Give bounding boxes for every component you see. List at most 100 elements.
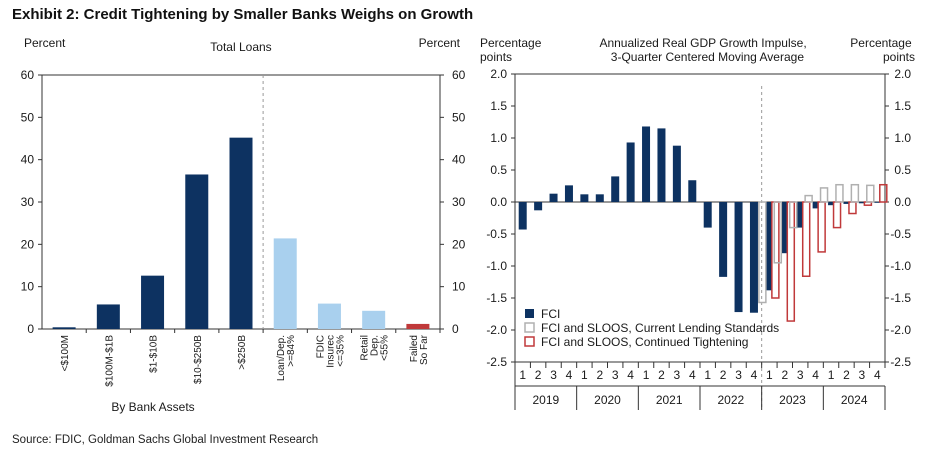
legend-label: FCI (541, 307, 560, 321)
right-ytick-label: -1.5 (486, 291, 507, 305)
fci-bar (688, 180, 697, 202)
left-xtick-label: Retail (360, 335, 371, 361)
left-xtick-label: Insurec (325, 335, 336, 368)
right-chart-title: Annualized Real GDP Growth Impulse, 3-Qu… (599, 36, 810, 64)
quarter-label: 2 (781, 368, 788, 382)
fci-bar (874, 202, 881, 203)
right-ytick-label: 2.0 (490, 67, 507, 81)
fci-bar (534, 202, 543, 211)
quarter-label: 3 (612, 368, 619, 382)
fci-bar (595, 194, 604, 202)
left-ytick-label: 20 (21, 237, 35, 251)
left-xtick-label: Dep. (370, 335, 381, 356)
quarter-label: 3 (550, 368, 557, 382)
right-ytick-label: 1.0 (490, 131, 507, 145)
fci-bar (611, 176, 620, 202)
sloos-current-bar (866, 184, 875, 203)
right-ylabel-left-line-1: Percentage (480, 36, 542, 50)
sloos-current-bar (850, 183, 860, 203)
year-label: 2022 (717, 393, 744, 407)
right-ytick-label: -1.0 (486, 259, 507, 273)
fci-bar (843, 202, 850, 204)
right-ytick-label-right: 0.0 (894, 195, 911, 209)
fci-bar (858, 202, 865, 204)
left-xtick-label: $1-$10B (149, 335, 160, 373)
sloos-tightening-bar (817, 201, 826, 253)
left-xtick-label: So Far (419, 334, 430, 365)
quarter-label: 2 (720, 368, 727, 382)
quarter-label: 3 (797, 368, 804, 382)
quarter-label: 2 (843, 368, 850, 382)
left-bar (317, 303, 341, 329)
left-bar (362, 310, 386, 329)
right-ylabel-right-line-2: points (883, 50, 915, 64)
fci-bar (626, 142, 635, 202)
fci-bar (518, 202, 527, 230)
fci-bar (564, 185, 573, 202)
left-ytick-label: 0 (27, 322, 34, 336)
sloos-current-bar (835, 183, 844, 203)
sloos-tightening-bar (801, 201, 811, 277)
right-title-line-2: 3-Quarter Centered Moving Average (611, 50, 805, 64)
quarter-label: 2 (658, 368, 665, 382)
fci-bar (828, 202, 835, 206)
sloos-current-bar (804, 194, 813, 203)
fci-bar (781, 202, 788, 254)
quarter-label: 4 (751, 368, 758, 382)
left-xtick-label: >$250B (237, 335, 248, 370)
sloos-tightening-bar (786, 201, 796, 322)
quarter-label: 3 (735, 368, 742, 382)
left-bar (96, 304, 120, 329)
legend-label: FCI and SLOOS, Current Lending Standards (541, 321, 779, 335)
left-bar (406, 323, 430, 329)
quarter-label: 1 (643, 368, 650, 382)
left-ylabel-left: Percent (24, 36, 66, 50)
left-xtick-label: $10-$250B (193, 335, 204, 384)
left-ytick-label-right: 60 (452, 68, 466, 82)
fci-bar (549, 193, 558, 202)
left-ytick-label-right: 10 (452, 280, 466, 294)
left-xtick-label: Failed (409, 335, 420, 362)
quarter-label: 3 (674, 368, 681, 382)
left-bar (229, 137, 253, 329)
left-chart-title: Total Loans (210, 40, 271, 54)
year-label: 2024 (841, 393, 868, 407)
left-ytick-label: 40 (21, 153, 35, 167)
left-ytick-label: 50 (21, 110, 35, 124)
left-xtick-label: >=84% (286, 335, 297, 367)
right-ytick-label-right: 0.5 (894, 163, 911, 177)
fci-bar (657, 128, 666, 202)
quarter-label: 4 (874, 368, 881, 382)
left-ytick-label-right: 40 (452, 153, 466, 167)
quarter-label: 1 (519, 368, 526, 382)
exhibit-title: Exhibit 2: Credit Tightening by Smaller … (12, 6, 474, 23)
left-ytick-label-right: 50 (452, 110, 466, 124)
left-bar (185, 174, 209, 329)
sloos-tightening-bar (832, 201, 842, 229)
quarter-label: 1 (704, 368, 711, 382)
right-title-line-1: Annualized Real GDP Growth Impulse, (599, 36, 806, 50)
sloos-current-bar (773, 201, 783, 264)
quarter-label: 4 (812, 368, 819, 382)
quarter-label: 2 (596, 368, 603, 382)
right-chart: -2.5 -2.5 -2.0 -2.0 -1.5 -1.5 -1.0 -1.0 -0.5 -0.5… (486, 67, 911, 410)
left-ytick-label: 60 (21, 68, 35, 82)
left-chart: 0 0 10 10 20 20 30 30 40 40 50 50 60 60 <$100M $100M-$1… (21, 68, 466, 387)
fci-bar (642, 126, 651, 202)
right-ytick-label-right: -1.0 (890, 259, 911, 273)
sloos-current-bar (758, 201, 767, 304)
quarter-label: 1 (766, 368, 773, 382)
sloos-current-bar (819, 187, 829, 203)
left-xtick-label: <55% (380, 335, 391, 361)
legend-swatch (524, 322, 535, 333)
right-ytick-label-right: -1.5 (890, 291, 911, 305)
quarter-label: 2 (535, 368, 542, 382)
legend-swatch (524, 336, 535, 347)
fci-bar (749, 202, 758, 313)
fci-bar (703, 202, 712, 228)
left-xtick-label: $100M-$1B (104, 335, 115, 387)
fci-bar (580, 194, 589, 202)
right-plot-frame (514, 73, 886, 363)
